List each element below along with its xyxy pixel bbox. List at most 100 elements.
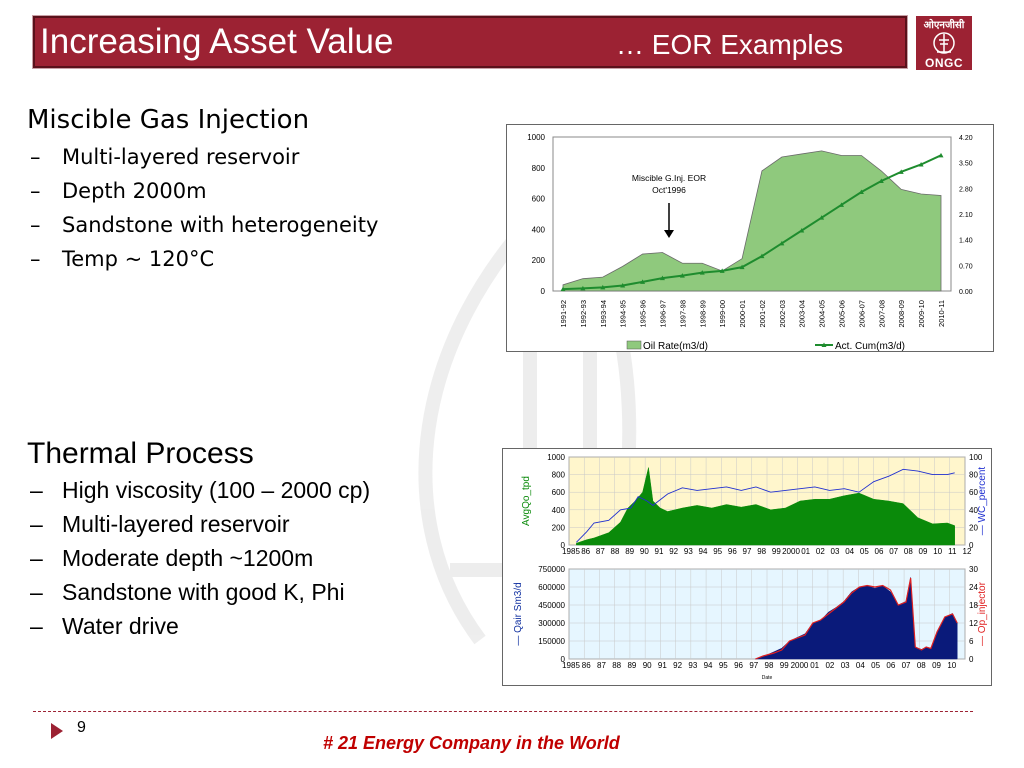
page-number: 9 — [77, 719, 86, 736]
x-tick-label: 94 — [699, 547, 708, 556]
x-tick-label: 98 — [765, 661, 774, 670]
x-tick-label: 99 — [780, 661, 789, 670]
miscible-heading: Miscible Gas Injection — [27, 105, 310, 135]
x-tick-label: 2000 — [782, 547, 800, 556]
x-tick-label: 96 — [734, 661, 743, 670]
x-tick-label: 95 — [713, 547, 722, 556]
x-tick-label: 07 — [902, 661, 911, 670]
cum-point — [938, 152, 944, 158]
cum-point — [918, 162, 924, 167]
bullet-dash: – — [30, 511, 43, 537]
y2-tick-label: 4.20 — [959, 135, 973, 142]
y2-tick-label: 12 — [969, 619, 978, 628]
x-tick-label: 1993-94 — [599, 300, 608, 328]
bullet-dash: – — [30, 477, 43, 503]
x-tick-label: 04 — [856, 661, 865, 670]
x-tick-label: 05 — [860, 547, 869, 556]
bullet-dash: – — [30, 145, 41, 169]
x-tick-label: 91 — [655, 547, 664, 556]
x-tick-label: 1996-97 — [658, 300, 667, 328]
cum-point — [719, 268, 725, 273]
y2-tick-label: 20 — [969, 523, 978, 532]
y2-tick-label: 0 — [969, 541, 974, 550]
slide-title: Increasing Asset Value — [40, 22, 394, 61]
flame-emblem-icon — [933, 32, 955, 54]
y-tick-label: 0 — [541, 287, 546, 296]
y-tick-label: 200 — [552, 523, 566, 532]
y2-tick-label: 0.70 — [959, 263, 973, 270]
title-bar — [33, 16, 907, 68]
x-tick-label: 86 — [582, 661, 591, 670]
cum-line — [562, 154, 942, 291]
x-tick-label: 99 — [772, 547, 781, 556]
x-tick-label: 89 — [625, 547, 634, 556]
y-tick-label: 1000 — [547, 453, 565, 462]
bullet-item: – Depth 2000m — [30, 179, 378, 213]
cum-point — [779, 240, 785, 246]
bullet-item: – Sandstone with heterogeneity — [30, 213, 378, 247]
y-tick-label: 800 — [532, 164, 546, 173]
cum-point — [878, 178, 884, 183]
x-tick-label: 91 — [658, 661, 667, 670]
y-tick-label: 600 — [532, 195, 546, 204]
x-tick-label: 1999-00 — [718, 300, 727, 328]
x-tick-label: 2008-09 — [897, 300, 906, 328]
thermal-performance-charts: 0 200 400 600 800 1000 0 20 40 60 80 100 1985 86 87 88 8… — [502, 448, 992, 686]
bullet-text: Multi-layered reservoir — [62, 511, 290, 537]
x-tick-label: 1997-98 — [678, 300, 687, 328]
x-axis-label: Date — [762, 675, 773, 681]
y-axis-label: — Qair Sm3/d — [513, 582, 524, 645]
y-tick-label: 400 — [552, 506, 566, 515]
bullet-item: – Multi-layered reservoir — [30, 511, 370, 545]
bullet-text: Depth 2000m — [62, 179, 207, 203]
bullet-text: Moderate depth ~1200m — [62, 545, 314, 571]
x-tick-label: 1985 — [562, 661, 580, 670]
y-tick-label: 800 — [552, 471, 566, 480]
y2-tick-label: 30 — [969, 565, 978, 574]
x-tick-label: 95 — [719, 661, 728, 670]
x-tick-label: 88 — [611, 547, 620, 556]
x-tick-label: 1994-95 — [619, 300, 628, 328]
x-tick-label: 02 — [816, 547, 825, 556]
x-tick-label: 06 — [875, 547, 884, 556]
x-tick-label: 04 — [845, 547, 854, 556]
y2-tick-label: 2.10 — [959, 212, 973, 219]
cum-point — [898, 169, 904, 174]
miscible-chart-svg: 0 200 400 600 800 1000 0.00 0.70 1.40 2.10 2.80 3.5… — [527, 133, 973, 352]
x-tick-label: 89 — [627, 661, 636, 670]
x-tick-label: 09 — [932, 661, 941, 670]
y-tick-label: 600000 — [538, 583, 565, 592]
x-tick-label: 10 — [947, 661, 956, 670]
x-tick-label: 10 — [933, 547, 942, 556]
x-tick-label: 2000 — [791, 661, 809, 670]
x-tick-label: 93 — [684, 547, 693, 556]
x-tick-label: 2001-02 — [758, 300, 767, 328]
cum-point — [839, 202, 845, 207]
y-tick-label: 400 — [532, 225, 546, 234]
x-tick-label: 1991-92 — [559, 300, 568, 328]
thermal-bullet-list: – High viscosity (100 – 2000 cp) – Multi-l… — [30, 477, 370, 647]
bullet-text: Sandstone with heterogeneity — [62, 213, 379, 237]
miscible-bullet-list: – Multi-layered reservoir – Depth 2000m – S… — [30, 145, 378, 281]
bullet-dash: – — [30, 613, 43, 639]
footer-divider — [33, 711, 973, 712]
x-tick-label: 90 — [643, 661, 652, 670]
x-tick-label: 08 — [917, 661, 926, 670]
x-tick-label: 1992-93 — [579, 300, 588, 328]
x-tick-label: 1985 — [562, 547, 580, 556]
bullet-item: – Temp ~ 120°C — [30, 247, 378, 281]
y-tick-label: 600 — [552, 488, 566, 497]
cum-point — [759, 253, 765, 259]
bullet-text: Sandstone with good K, Phi — [62, 579, 345, 605]
logo-hindi-text: ओएनजीसी — [923, 20, 965, 31]
x-tick-label: 2009-10 — [917, 300, 926, 328]
x-tick-label: 92 — [673, 661, 682, 670]
bullet-dash: – — [30, 579, 43, 605]
x-tick-label: 2007-08 — [877, 300, 886, 328]
y2-tick-label: 100 — [969, 453, 983, 462]
cum-point — [600, 284, 606, 290]
y2-tick-label: 1.40 — [959, 238, 973, 245]
logo-name-text: ONGC — [925, 56, 963, 70]
y2-tick-label: 0 — [969, 655, 974, 664]
